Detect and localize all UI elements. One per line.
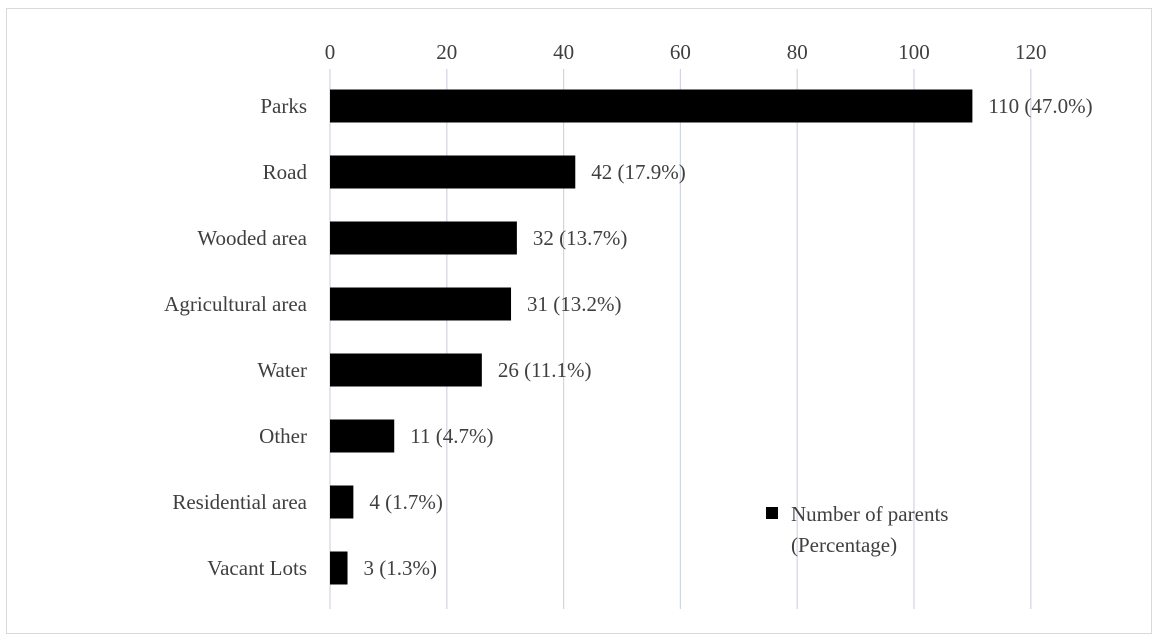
data-label: 4 (1.7%): [369, 490, 442, 514]
legend-swatch: [766, 507, 778, 519]
category-label: Other: [259, 424, 307, 448]
category-label: Road: [263, 160, 308, 184]
bar-wooded-area: [330, 221, 517, 255]
data-label: 26 (11.1%): [498, 358, 592, 382]
bar-vacant-lots: [330, 551, 348, 585]
bar-road: [330, 155, 576, 189]
category-label: Vacant Lots: [207, 556, 307, 580]
category-label: Wooded area: [197, 226, 307, 250]
data-label: 32 (13.7%): [533, 226, 627, 250]
bar-residential-area: [330, 485, 354, 519]
category-label: Water: [257, 358, 307, 382]
x-tick-label: 40: [553, 40, 574, 64]
x-tick-label: 60: [670, 40, 691, 64]
x-tick-label: 100: [898, 40, 930, 64]
x-tick-label: 80: [787, 40, 808, 64]
x-axis-ticks: 0 20 40 60 80 100 120: [325, 40, 1047, 64]
data-label: 11 (4.7%): [410, 424, 493, 448]
legend: Number of parents (Percentage): [766, 502, 948, 557]
legend-text-line-1: Number of parents: [791, 502, 948, 526]
data-label: 3 (1.3%): [364, 556, 437, 580]
data-labels: 110 (47.0%) 42 (17.9%) 32 (13.7%) 31 (13.2%…: [364, 94, 1093, 580]
chart-frame: 0 20 40 60 80 100 120 Parks Road Wooded area Agri…: [6, 8, 1152, 634]
category-labels: Parks Road Wooded area Agricultural area Wat…: [164, 94, 308, 580]
x-tick-label: 120: [1015, 40, 1047, 64]
bar-other: [330, 419, 395, 453]
bar-chart: 0 20 40 60 80 100 120 Parks Road Wooded area Agri…: [164, 40, 1093, 609]
grid-lines: [329, 69, 1032, 609]
bar-parks: [330, 89, 973, 123]
bars: [330, 89, 973, 585]
data-label: 42 (17.9%): [591, 160, 685, 184]
x-tick-label: 0: [325, 40, 336, 64]
legend-text-line-2: (Percentage): [791, 533, 897, 557]
category-label: Residential area: [172, 490, 307, 514]
x-tick-label: 20: [436, 40, 457, 64]
bar-water: [330, 353, 482, 387]
category-label: Agricultural area: [164, 292, 308, 316]
bar-agricultural-area: [330, 287, 512, 321]
data-label: 31 (13.2%): [527, 292, 621, 316]
category-label: Parks: [260, 94, 307, 118]
data-label: 110 (47.0%): [988, 94, 1092, 118]
